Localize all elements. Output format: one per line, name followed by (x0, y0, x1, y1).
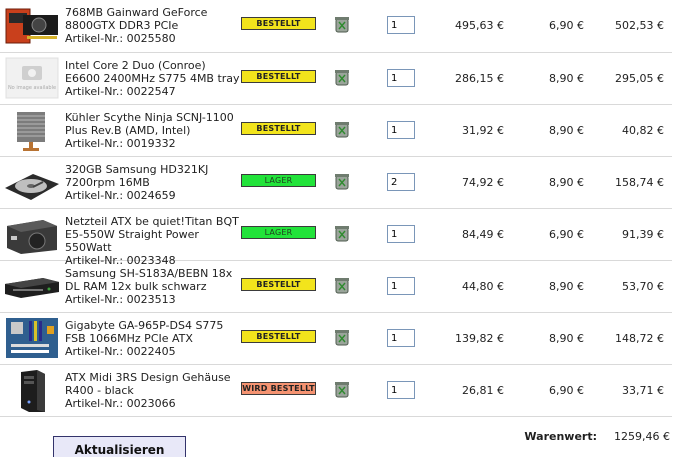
quantity-input[interactable] (387, 121, 415, 139)
unit-price: 139,82 € (455, 332, 504, 345)
line-total: 40,82 € (622, 124, 664, 137)
product-description: Samsung SH-S183A/BEBN 18x DL RAM 12x bul… (65, 267, 240, 306)
cpu-cooler-icon[interactable] (3, 108, 60, 152)
power-supply-icon[interactable] (3, 212, 60, 256)
shipping-cost: 8,90 € (549, 280, 584, 293)
line-total: 33,71 € (622, 384, 664, 397)
quantity-input[interactable] (387, 329, 415, 347)
table-row: Netzteil ATX be quiet!Titan BQT E5-550W … (0, 209, 672, 267)
status-badge: BESTELLT (241, 278, 316, 291)
shipping-cost: 6,90 € (549, 19, 584, 32)
product-description: Kühler Scythe Ninja SCNJ-1100 Plus Rev.B… (65, 111, 240, 150)
trash-icon[interactable] (334, 120, 350, 138)
product-name[interactable]: Samsung SH-S183A/BEBN 18x DL RAM 12x bul… (65, 267, 233, 293)
article-number: Artikel-Nr.: 0022547 (65, 85, 176, 98)
shipping-cost: 8,90 € (549, 176, 584, 189)
unit-price: 44,80 € (462, 280, 504, 293)
quantity-input[interactable] (387, 173, 415, 191)
no-image-available-icon[interactable]: No image available (3, 56, 60, 100)
pc-case-icon[interactable] (3, 368, 60, 412)
unit-price: 84,49 € (462, 228, 504, 241)
status-badge: WIRD BESTELLT (241, 382, 316, 395)
trash-icon[interactable] (334, 172, 350, 190)
unit-price: 286,15 € (455, 72, 504, 85)
product-description: ATX Midi 3RS Design Gehäuse R400 - black… (65, 371, 240, 410)
trash-icon[interactable] (334, 276, 350, 294)
article-number: Artikel-Nr.: 0022405 (65, 345, 176, 358)
product-name[interactable]: Gigabyte GA-965P-DS4 S775 FSB 1066MHz PC… (65, 319, 224, 345)
status-badge: BESTELLT (241, 122, 316, 135)
line-total: 91,39 € (622, 228, 664, 241)
trash-icon[interactable] (334, 380, 350, 398)
table-row: No image available Intel Core 2 Duo (Con… (0, 53, 672, 105)
article-number: Artikel-Nr.: 0024659 (65, 189, 176, 202)
hard-drive-icon[interactable] (3, 160, 60, 204)
trash-icon[interactable] (334, 328, 350, 346)
shipping-cost: 8,90 € (549, 332, 584, 345)
unit-price: 31,92 € (462, 124, 504, 137)
status-badge: LAGER (241, 226, 316, 239)
shopping-cart-table: 768MB Gainward GeForce 8800GTX DDR3 PCIe… (0, 0, 672, 417)
trash-icon[interactable] (334, 15, 350, 33)
product-description: 320GB Samsung HD321KJ 7200rpm 16MB Artik… (65, 163, 240, 202)
line-total: 148,72 € (615, 332, 664, 345)
optical-drive-icon[interactable] (3, 264, 60, 308)
quantity-input[interactable] (387, 381, 415, 399)
warenwert-value: 1259,46 € (614, 430, 670, 443)
product-name[interactable]: ATX Midi 3RS Design Gehäuse R400 - black (65, 371, 231, 397)
product-description: 768MB Gainward GeForce 8800GTX DDR3 PCIe… (65, 6, 240, 45)
graphics-card-icon[interactable] (3, 3, 60, 47)
quantity-input[interactable] (387, 225, 415, 243)
quantity-input[interactable] (387, 277, 415, 295)
quantity-input[interactable] (387, 16, 415, 34)
product-name[interactable]: 320GB Samsung HD321KJ 7200rpm 16MB (65, 163, 209, 189)
update-button[interactable]: Aktualisieren (53, 436, 186, 457)
line-total: 295,05 € (615, 72, 664, 85)
article-number: Artikel-Nr.: 0023348 (65, 254, 176, 267)
line-total: 502,53 € (615, 19, 664, 32)
trash-icon[interactable] (334, 68, 350, 86)
shipping-cost: 6,90 € (549, 228, 584, 241)
table-row: Samsung SH-S183A/BEBN 18x DL RAM 12x bul… (0, 261, 672, 313)
motherboard-icon[interactable] (3, 316, 60, 360)
product-description: Intel Core 2 Duo (Conroe) E6600 2400MHz … (65, 59, 240, 98)
table-row: Gigabyte GA-965P-DS4 S775 FSB 1066MHz PC… (0, 313, 672, 365)
unit-price: 74,92 € (462, 176, 504, 189)
article-number: Artikel-Nr.: 0025580 (65, 32, 176, 45)
cart-footer: Aktualisieren Warenwert: 1259,46 € (0, 416, 678, 457)
unit-price: 26,81 € (462, 384, 504, 397)
shipping-cost: 8,90 € (549, 124, 584, 137)
unit-price: 495,63 € (455, 19, 504, 32)
table-row: Kühler Scythe Ninja SCNJ-1100 Plus Rev.B… (0, 105, 672, 157)
status-badge: BESTELLT (241, 330, 316, 343)
warenwert-label: Warenwert: (524, 430, 597, 443)
article-number: Artikel-Nr.: 0019332 (65, 137, 176, 150)
line-total: 53,70 € (622, 280, 664, 293)
status-badge: BESTELLT (241, 70, 316, 83)
product-name[interactable]: Kühler Scythe Ninja SCNJ-1100 Plus Rev.B… (65, 111, 234, 137)
product-name[interactable]: Netzteil ATX be quiet!Titan BQT E5-550W … (65, 215, 239, 254)
table-row: 768MB Gainward GeForce 8800GTX DDR3 PCIe… (0, 0, 672, 53)
shipping-cost: 8,90 € (549, 72, 584, 85)
trash-icon[interactable] (334, 224, 350, 242)
image-caption: No image available (8, 85, 56, 91)
shipping-cost: 6,90 € (549, 384, 584, 397)
status-badge: LAGER (241, 174, 316, 187)
table-row: 320GB Samsung HD321KJ 7200rpm 16MB Artik… (0, 157, 672, 209)
product-description: Netzteil ATX be quiet!Titan BQT E5-550W … (65, 215, 240, 267)
table-row: ATX Midi 3RS Design Gehäuse R400 - black… (0, 365, 672, 417)
product-description: Gigabyte GA-965P-DS4 S775 FSB 1066MHz PC… (65, 319, 240, 358)
status-badge: BESTELLT (241, 17, 316, 30)
product-name[interactable]: Intel Core 2 Duo (Conroe) E6600 2400MHz … (65, 59, 240, 85)
line-total: 158,74 € (615, 176, 664, 189)
quantity-input[interactable] (387, 69, 415, 87)
product-name[interactable]: 768MB Gainward GeForce 8800GTX DDR3 PCIe (65, 6, 208, 32)
article-number: Artikel-Nr.: 0023066 (65, 397, 176, 410)
article-number: Artikel-Nr.: 0023513 (65, 293, 176, 306)
